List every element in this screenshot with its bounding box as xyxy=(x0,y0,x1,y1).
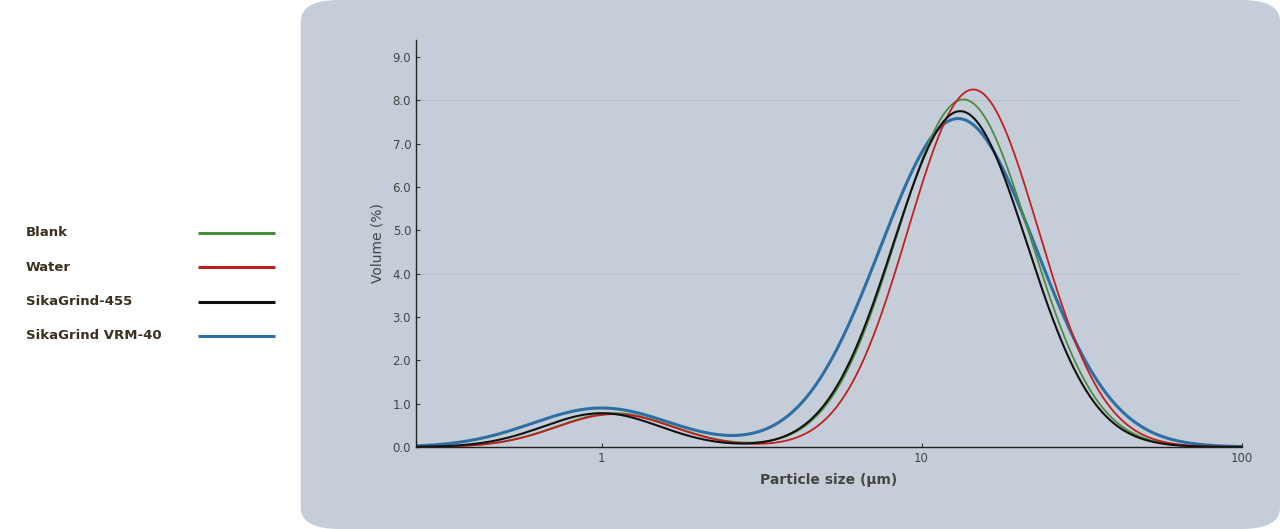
Text: Water: Water xyxy=(26,261,70,273)
SikaGrind VRM-40 xyxy=(778,414,794,421)
SikaGrind-455 xyxy=(892,221,908,227)
SikaGrind-455 xyxy=(959,110,974,116)
SikaGrind VRM-40 xyxy=(951,115,966,122)
SikaGrind-455 xyxy=(616,412,631,418)
SikaGrind-455 xyxy=(549,418,564,425)
Line: SikaGrind-455: SikaGrind-455 xyxy=(410,111,1242,447)
Water xyxy=(1029,223,1044,230)
SikaGrind VRM-40 xyxy=(1234,443,1249,450)
X-axis label: Particle size (μm): Particle size (μm) xyxy=(760,473,897,487)
Water xyxy=(1234,444,1249,450)
SikaGrind VRM-40 xyxy=(1029,249,1044,255)
SikaGrind-455 xyxy=(402,444,417,450)
Blank xyxy=(1029,257,1044,263)
Text: SikaGrind-455: SikaGrind-455 xyxy=(26,295,132,308)
Blank xyxy=(402,444,417,450)
Water xyxy=(778,437,794,444)
SikaGrind-455 xyxy=(778,433,794,439)
Line: SikaGrind VRM-40: SikaGrind VRM-40 xyxy=(410,118,1242,446)
Water xyxy=(549,424,564,430)
Line: Water: Water xyxy=(410,89,1242,447)
Water xyxy=(616,411,631,417)
SikaGrind VRM-40 xyxy=(402,443,417,449)
Text: SikaGrind VRM-40: SikaGrind VRM-40 xyxy=(26,330,161,342)
Water xyxy=(957,89,973,95)
SikaGrind VRM-40 xyxy=(959,117,974,124)
Blank xyxy=(616,411,631,417)
SikaGrind-455 xyxy=(1029,272,1044,278)
Water xyxy=(892,253,908,260)
Blank xyxy=(956,96,972,103)
Y-axis label: Volume (%): Volume (%) xyxy=(370,204,384,283)
Water xyxy=(402,444,417,450)
SikaGrind-455 xyxy=(1234,444,1249,450)
Blank xyxy=(549,423,564,430)
Water xyxy=(966,86,982,93)
Blank xyxy=(778,433,794,440)
Text: Blank: Blank xyxy=(26,226,68,239)
SikaGrind-455 xyxy=(952,108,968,114)
Blank xyxy=(892,223,908,229)
Blank xyxy=(959,97,974,103)
Blank xyxy=(1234,444,1249,450)
SikaGrind VRM-40 xyxy=(549,412,564,418)
SikaGrind VRM-40 xyxy=(892,195,908,202)
Line: Blank: Blank xyxy=(410,99,1242,447)
SikaGrind VRM-40 xyxy=(616,407,631,413)
FancyBboxPatch shape xyxy=(301,0,1280,529)
